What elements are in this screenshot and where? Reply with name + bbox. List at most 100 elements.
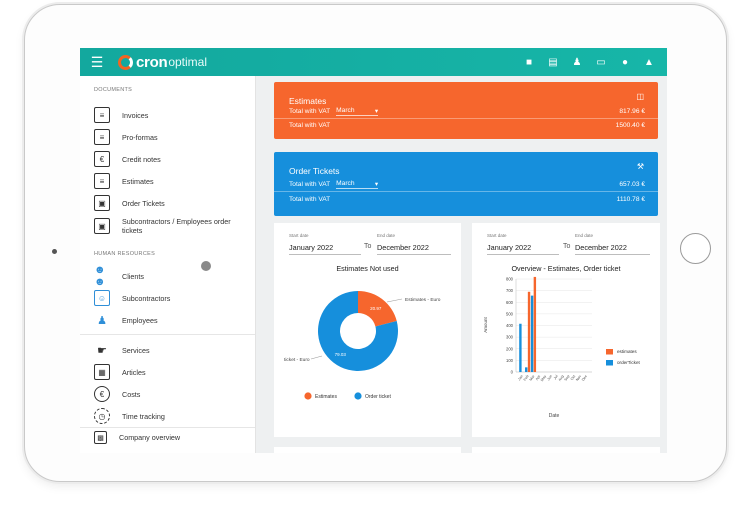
sidebar-item-label: Company overview <box>119 433 181 442</box>
sidebar-divider <box>80 334 255 335</box>
x-tick-label: May <box>540 374 547 382</box>
sub-order-icon: ▣ <box>94 218 110 234</box>
home-button[interactable] <box>680 233 711 264</box>
logo-text-light: optimal <box>168 55 207 69</box>
briefcase-icon: ◫ <box>636 92 644 101</box>
estimates-month-select[interactable]: March ▾ <box>336 107 379 116</box>
overview-panel: Start date January 2022 To End date Dece… <box>472 223 660 437</box>
company-overview-icon: ▩ <box>94 431 107 444</box>
callout-line <box>386 298 403 303</box>
legend-item-order-ticket[interactable]: Order ticket <box>365 394 391 400</box>
y-tick-label: 500 <box>506 311 514 316</box>
sidebar-item-estimates[interactable]: ≡ Estimates <box>94 173 254 189</box>
donut-chart: 20.97 79.03 Estimates - Euro ticket - Euro E… <box>284 291 441 400</box>
donut-chart-title: Estimates Not used <box>336 264 399 273</box>
x-tick-label: Sep <box>564 374 571 382</box>
sidebar-item-costs[interactable]: € Costs <box>94 386 254 402</box>
document-icon[interactable]: ▤ <box>548 56 558 68</box>
clients-icon: ☻☻ <box>94 264 106 288</box>
chevron-down-icon: ▾ <box>374 108 379 115</box>
x-tick-label: Oct <box>570 374 576 381</box>
order-tickets-card[interactable]: Order Tickets ⚒ Total with VAT March ▾ 65… <box>274 152 658 216</box>
sidebar-item-pro-formas[interactable]: ≡ Pro-formas <box>94 129 254 145</box>
time-tracking-icon: ◷ <box>94 408 110 424</box>
sidebar-item-articles[interactable]: ▦ Articles <box>94 364 254 380</box>
legend-item-estimates[interactable]: estimates <box>617 349 637 354</box>
menu-icon[interactable]: ☰ <box>90 53 104 70</box>
sidebar-item-sub-order-tickets[interactable]: ▣ Subcontractors / Employees order ticke… <box>94 217 254 235</box>
legend-item-orderticket[interactable]: orderTicket <box>617 360 641 365</box>
end-date-input[interactable]: December 2022 <box>575 243 627 252</box>
sidebar-item-label: Invoices <box>122 110 149 120</box>
y-tick-label: 700 <box>506 288 514 293</box>
sidebar-item-services[interactable]: ☛ Services <box>94 342 254 358</box>
costs-icon: € <box>94 386 110 402</box>
sidebar-item-label: Subcontractors <box>122 293 171 303</box>
user-icon[interactable]: ▲ <box>644 56 654 68</box>
callout-label-estimates: Estimates - Euro <box>405 297 441 303</box>
end-date-label: End date <box>377 233 396 238</box>
orders-month-select[interactable]: March ▾ <box>336 180 379 189</box>
camera-dot <box>52 249 57 254</box>
order-ticket-icon: ▣ <box>94 195 110 211</box>
start-date-input[interactable]: January 2022 <box>289 243 334 252</box>
sidebar-item-label: Employees <box>122 315 158 325</box>
sidebar-item-time-tracking[interactable]: ◷ Time tracking <box>94 408 254 424</box>
bar-estimates-mar[interactable] <box>533 276 537 372</box>
sidebar-item-label: Estimates <box>122 176 154 186</box>
to-label: To <box>563 243 571 250</box>
orders-row-label: Total with VAT <box>289 181 331 188</box>
bar-orderticket-mar[interactable] <box>530 295 534 372</box>
y-axis-title: Amount <box>483 316 488 332</box>
sidebar-item-employees[interactable]: ♟ Employees <box>94 312 254 328</box>
services-icon: ☛ <box>97 344 107 357</box>
top-bar: ☰ cron optimal ■ ▤ ♟ ▭ ● ▲ <box>80 48 667 76</box>
orders-total-value: 1110.78 € <box>616 196 645 203</box>
y-tick-label: 400 <box>506 323 514 328</box>
bell-icon[interactable]: ● <box>621 56 629 68</box>
estimates-total-value: 1500.40 € <box>615 122 645 129</box>
scroll-indicator[interactable] <box>201 261 211 271</box>
sidebar-item-subcontractors[interactable]: ☺ Subcontractors <box>94 290 254 306</box>
donut-slice-order-ticket[interactable] <box>318 291 398 371</box>
end-date-input[interactable]: December 2022 <box>377 243 429 252</box>
orders-row-month: Total with VAT March ▾ 657.03 € <box>289 180 645 189</box>
y-tick-label: 200 <box>506 346 514 351</box>
x-tick-label: Jun <box>546 374 553 381</box>
legend-item-estimates[interactable]: Estimates <box>315 394 337 400</box>
orders-month-value: 657.03 € <box>619 181 645 188</box>
y-tick-label: 800 <box>506 277 514 282</box>
team-icon[interactable]: ♟ <box>572 56 582 68</box>
estimates-row-label: Total with VAT <box>289 108 331 115</box>
x-tick-label: Apr <box>535 374 542 382</box>
bar-orderticket-feb[interactable] <box>525 367 528 372</box>
start-date-input[interactable]: January 2022 <box>487 243 532 252</box>
bar-estimates-feb[interactable] <box>527 291 531 372</box>
logo[interactable]: cron optimal <box>118 54 207 71</box>
donut-slice-estimates[interactable] <box>358 291 397 327</box>
sidebar-item-label: Time tracking <box>122 411 165 421</box>
sidebar-item-invoices[interactable]: ≡ Invoices <box>94 107 254 123</box>
estimates-row-label: Total with VAT <box>289 122 331 129</box>
estimates-not-used-panel: Start date January 2022 To End date Dece… <box>274 223 461 437</box>
sidebar-item-label: Costs <box>122 389 141 399</box>
card-divider <box>274 118 658 119</box>
estimates-card-title: Estimates <box>289 96 327 106</box>
end-date-underline <box>377 254 451 255</box>
logo-mark-icon <box>118 54 133 70</box>
estimates-card[interactable]: Estimates ◫ Total with VAT March ▾ 817.96… <box>274 82 658 139</box>
sidebar-item-company-overview[interactable]: ▩ Company overview <box>94 431 254 444</box>
bar-chart-title: Overview - Estimates, Order ticket <box>511 264 621 273</box>
callout-label-orders: ticket - Euro <box>284 357 310 363</box>
callout-line <box>310 355 323 360</box>
x-tick-label: Nov <box>575 374 582 382</box>
folder-icon[interactable]: ■ <box>525 56 533 68</box>
articles-icon: ▦ <box>94 364 110 380</box>
sidebar-item-clients[interactable]: ☻☻ Clients <box>94 264 254 288</box>
sidebar-item-credit-notes[interactable]: € Credit notes <box>94 151 254 167</box>
bar-orderticket-jan[interactable] <box>519 323 522 372</box>
proforma-icon: ≡ <box>94 129 110 145</box>
estimates-row-total: Total with VAT 1500.40 € <box>289 122 645 129</box>
sidebar-item-order-tickets[interactable]: ▣ Order Tickets <box>94 195 254 211</box>
car-icon[interactable]: ▭ <box>596 56 606 68</box>
